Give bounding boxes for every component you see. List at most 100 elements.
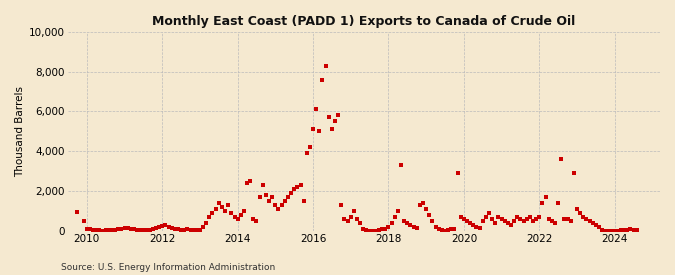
Text: Source: U.S. Energy Information Administration: Source: U.S. Energy Information Administ… [61, 263, 275, 272]
Point [597, 228, 608, 232]
Point [468, 222, 479, 227]
Point [405, 222, 416, 227]
Point [204, 214, 215, 219]
Point [625, 227, 636, 231]
Point [502, 221, 513, 225]
Point [458, 217, 469, 221]
Point [154, 225, 165, 229]
Point [185, 227, 196, 232]
Point [462, 219, 472, 223]
Point [84, 227, 95, 231]
Point [339, 217, 350, 221]
Point [283, 195, 294, 199]
Point [97, 228, 108, 233]
Point [396, 163, 406, 167]
Point [286, 191, 296, 195]
Point [610, 229, 620, 233]
Point [515, 217, 526, 221]
Point [619, 228, 630, 232]
Point [367, 229, 378, 233]
Point [380, 227, 391, 231]
Point [298, 199, 309, 203]
Point [484, 211, 495, 215]
Point [179, 227, 190, 232]
Point [553, 201, 564, 205]
Point [138, 228, 148, 233]
Point [182, 227, 193, 231]
Point [402, 221, 412, 225]
Point [509, 219, 520, 223]
Point [389, 214, 400, 219]
Point [232, 217, 243, 221]
Point [414, 203, 425, 207]
Point [94, 228, 105, 233]
Point [126, 227, 136, 231]
Point [465, 221, 476, 225]
Point [141, 228, 152, 232]
Point [101, 228, 111, 233]
Point [213, 201, 224, 205]
Point [487, 217, 497, 221]
Point [310, 107, 321, 112]
Point [364, 228, 375, 233]
Point [251, 219, 262, 223]
Point [361, 228, 372, 232]
Point [308, 127, 319, 131]
Point [490, 221, 501, 225]
Point [119, 226, 130, 230]
Point [261, 193, 271, 197]
Point [223, 203, 234, 207]
Point [201, 221, 212, 225]
Point [433, 227, 444, 231]
Point [578, 214, 589, 219]
Point [192, 228, 202, 233]
Point [78, 219, 89, 223]
Point [242, 181, 252, 185]
Point [352, 217, 362, 221]
Point [198, 225, 209, 229]
Point [591, 222, 601, 227]
Point [631, 228, 642, 233]
Point [446, 227, 457, 231]
Point [342, 219, 353, 223]
Point [500, 219, 510, 223]
Point [292, 185, 303, 189]
Point [276, 203, 287, 207]
Point [603, 229, 614, 233]
Point [166, 226, 177, 230]
Point [537, 201, 548, 205]
Point [572, 207, 583, 211]
Point [547, 219, 558, 223]
Point [386, 221, 397, 225]
Point [518, 219, 529, 223]
Point [355, 221, 366, 225]
Point [72, 210, 83, 214]
Point [411, 226, 422, 230]
Point [327, 127, 338, 131]
Point [622, 227, 632, 232]
Point [254, 195, 265, 199]
Point [348, 209, 359, 213]
Point [279, 199, 290, 203]
Point [540, 195, 551, 199]
Point [267, 195, 277, 199]
Point [314, 129, 325, 134]
Point [481, 214, 491, 219]
Point [531, 217, 541, 221]
Point [147, 227, 158, 231]
Point [82, 227, 92, 231]
Point [587, 221, 598, 225]
Point [317, 78, 328, 82]
Point [383, 225, 394, 229]
Point [612, 228, 623, 233]
Point [430, 225, 441, 229]
Point [399, 219, 410, 223]
Point [128, 227, 139, 231]
Point [295, 183, 306, 187]
Point [584, 219, 595, 223]
Point [109, 227, 120, 232]
Point [421, 207, 431, 211]
Point [477, 219, 488, 223]
Point [475, 226, 485, 230]
Point [556, 157, 567, 161]
